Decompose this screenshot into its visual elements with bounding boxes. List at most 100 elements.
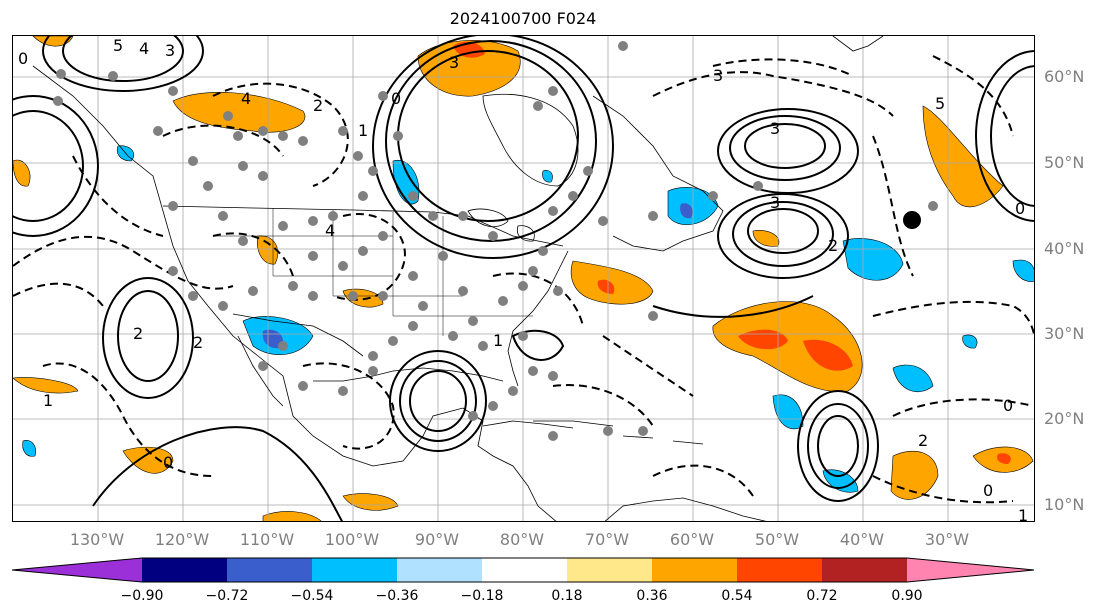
contour-label-group: 5 4 3 0 4 3 0 2 1 3 3 0 5 3 2 2 1 0 2 4 … [18,36,1028,522]
contour-label: 2 [828,236,838,255]
lat-label-50n: 50°N [1044,153,1085,172]
positive-contours [13,36,1034,521]
north-america-coast [32,65,557,521]
colorbar-tick: 0.18 [551,588,583,604]
shade-orange [922,105,1004,208]
contour-label: 2 [133,324,143,343]
negative-contours [13,55,1034,504]
colorbar-segment [227,558,313,582]
contour-label: 3 [770,119,780,138]
colorbar-segment [737,558,823,582]
contour-label: 3 [713,66,723,85]
contour-label: 4 [139,39,149,58]
colorbar-tick: −0.36 [375,588,419,604]
contour-label: 5 [113,36,123,55]
contour-label: 2 [918,431,928,450]
shade-lightblue [842,238,904,281]
caribbean-islands [533,420,704,445]
contour-label: 3 [770,193,780,212]
lat-label-40n: 40°N [1044,239,1085,258]
colorbar-segment [822,558,908,582]
labrador [592,95,724,252]
shade-orange [890,450,939,500]
map-panel: 5 4 3 0 4 3 0 2 1 3 3 0 5 3 2 2 1 0 2 4 … [12,35,1035,522]
colorbar-segment [397,558,483,582]
contour-label: 3 [165,41,175,60]
gulf-coast [313,367,504,382]
shade-orange [752,230,780,247]
contour-label: 0 [391,89,401,108]
colorbar-tick: 0.36 [636,588,668,604]
us-mexico-border [232,313,364,357]
south-america [604,497,767,521]
shade-red [997,453,1011,464]
lat-label-30n: 30°N [1044,324,1085,343]
contour-label: 1 [358,121,368,140]
lon-label-110w: 110°W [239,530,295,549]
greenland-tip [832,36,884,52]
station-markers [53,41,938,441]
colorbar-segments [12,557,1035,583]
shade-orange [570,260,654,305]
shade-lightblue [542,170,553,183]
lon-label-30w: 30°W [924,530,970,549]
lon-label-100w: 100°W [324,530,380,549]
lon-label-80w: 80°W [499,530,545,549]
lon-label-130w: 130°W [69,530,125,549]
lat-label-10n: 10°N [1044,495,1085,514]
shade-lightblue [962,334,978,349]
shade-orange [262,511,322,521]
colorbar-segment [567,558,653,582]
shade-orange [257,235,279,265]
colorbar-segment [652,558,738,582]
shade-blue [680,203,693,219]
positive-shading [13,36,1034,521]
lat-label-20n: 20°N [1044,409,1085,428]
shade-orange [13,159,31,187]
contour-label: 1 [1018,506,1028,522]
colorbar-tick: −0.90 [120,588,164,604]
contour-label: 4 [241,89,251,108]
colorbar-tick: 0.54 [721,588,753,604]
colorbar-tick: 0.90 [891,588,923,604]
lon-label-70w: 70°W [584,530,630,549]
colorbar-segment [142,558,228,582]
map-canvas: 5 4 3 0 4 3 0 2 1 3 3 0 5 3 2 2 1 0 2 4 … [13,36,1034,522]
contour-label: 2 [193,333,203,352]
baja [237,335,284,407]
contour-label: 4 [325,221,335,240]
shade-lightblue [772,394,804,430]
colorbar-tick: −0.72 [205,588,249,604]
colorbar-tick: 0.72 [806,588,838,604]
shade-red [738,329,788,350]
shade-orange [417,40,521,97]
lon-label-40w: 40°W [839,530,885,549]
shade-orange [712,301,863,392]
contour-label: 2 [313,96,323,115]
colorbar-extend-low [12,558,142,582]
us-east-coast [507,250,569,387]
highlight-station [903,211,921,229]
contour-label: 1 [43,391,53,410]
shade-lightblue [22,440,36,457]
shade-red [597,279,615,294]
shade-lightblue [1012,259,1034,282]
great-lakes [467,208,535,242]
shade-orange [342,493,399,511]
lon-label-50w: 50°W [754,530,800,549]
shade-orange [32,36,74,47]
lon-label-60w: 60°W [669,530,715,549]
contour-label: 0 [163,453,173,472]
shade-lightblue [892,364,934,392]
contour-label: 0 [18,49,28,68]
colorbar [12,557,1035,583]
contour-label: 0 [1003,396,1013,415]
colorbar-tick: −0.18 [460,588,504,604]
contour-label: 3 [449,53,459,72]
shade-red [803,339,853,371]
contour-label: 1 [493,331,503,350]
graticule [13,36,1034,521]
contour-label: 0 [983,481,993,500]
state-lines [213,208,533,336]
colorbar-segment [482,558,568,582]
